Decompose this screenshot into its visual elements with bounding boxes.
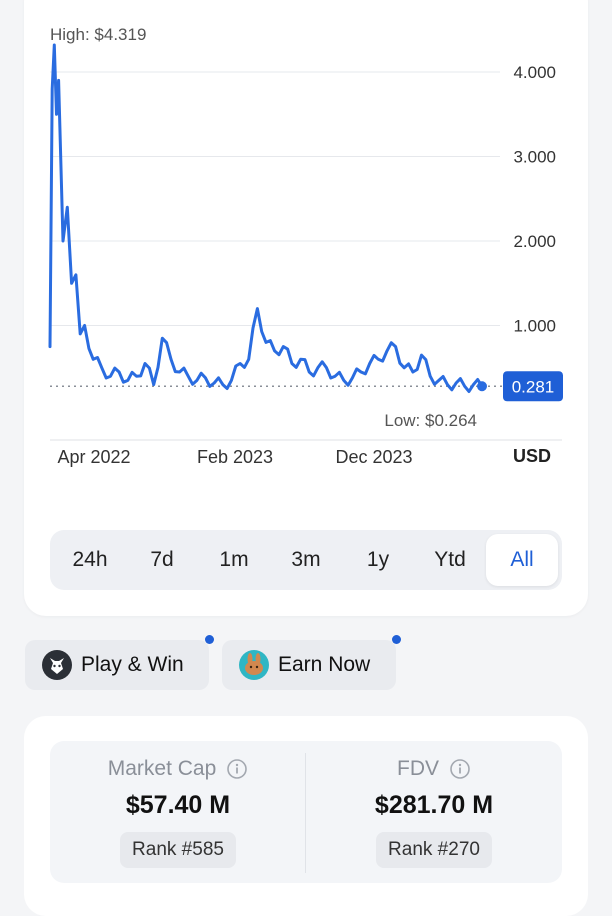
fdv-rank-badge: Rank #270 [376, 832, 492, 868]
earn-now-label: Earn Now [278, 653, 371, 676]
play-and-win-button[interactable]: Play & Win [25, 635, 214, 690]
price-series-line [48, 43, 484, 393]
fdv-stat: FDV $281.70 M Rank #270 [306, 741, 562, 883]
y-tick-label: 2.000 [513, 232, 556, 251]
bunny-logo-icon [239, 650, 269, 680]
tab-1m[interactable]: 1m [219, 548, 249, 571]
timeframe-tabs: 24h 7d 1m 3m 1y Ytd All [50, 530, 562, 590]
market-cap-stat: Market Cap $57.40 M Rank #585 [50, 741, 306, 883]
tab-1y[interactable]: 1y [366, 548, 390, 571]
y-tick-label: 1.000 [513, 317, 556, 336]
tab-all[interactable]: All [486, 534, 558, 586]
earn-now-button[interactable]: Earn Now [222, 635, 401, 690]
info-icon[interactable] [226, 758, 248, 780]
wolf-logo-icon [42, 650, 72, 680]
market-cap-value: $57.40 M [125, 791, 231, 819]
price-chart-card [24, 0, 588, 616]
info-icon[interactable] [449, 758, 471, 780]
currency-label: USD [513, 446, 551, 466]
tab-3m[interactable]: 3m [291, 548, 321, 571]
market-cap-rank-badge: Rank #585 [120, 832, 236, 868]
fdv-label: FDV [397, 757, 439, 780]
high-label: High: $4.319 [50, 25, 146, 44]
market-stats: Market Cap $57.40 M Rank #585 FDV $281.7… [50, 741, 562, 883]
x-tick-label: Dec 2023 [335, 447, 412, 467]
tab-ytd[interactable]: Ytd [434, 548, 466, 571]
low-label: Low: $0.264 [384, 411, 477, 430]
notification-dot [205, 635, 214, 644]
stats-divider [305, 753, 306, 873]
tab-7d[interactable]: 7d [150, 548, 174, 571]
price-chart[interactable]: 4.000 3.000 2.000 1.000 Apr 2022 Feb 2023 Dec… [0, 0, 612, 480]
svg-text:0.281: 0.281 [512, 377, 555, 396]
notification-dot [392, 635, 401, 644]
tab-24h[interactable]: 24h [72, 548, 108, 571]
market-cap-label: Market Cap [107, 757, 217, 780]
current-price-dot [477, 381, 487, 392]
y-tick-label: 3.000 [513, 148, 556, 167]
current-price-badge: 0.281 [503, 371, 563, 402]
fdv-value: $281.70 M [374, 791, 494, 819]
y-tick-label: 4.000 [513, 63, 556, 82]
x-tick-label: Apr 2022 [57, 447, 130, 467]
play-and-win-label: Play & Win [81, 653, 184, 676]
x-tick-label: Feb 2023 [197, 447, 273, 467]
